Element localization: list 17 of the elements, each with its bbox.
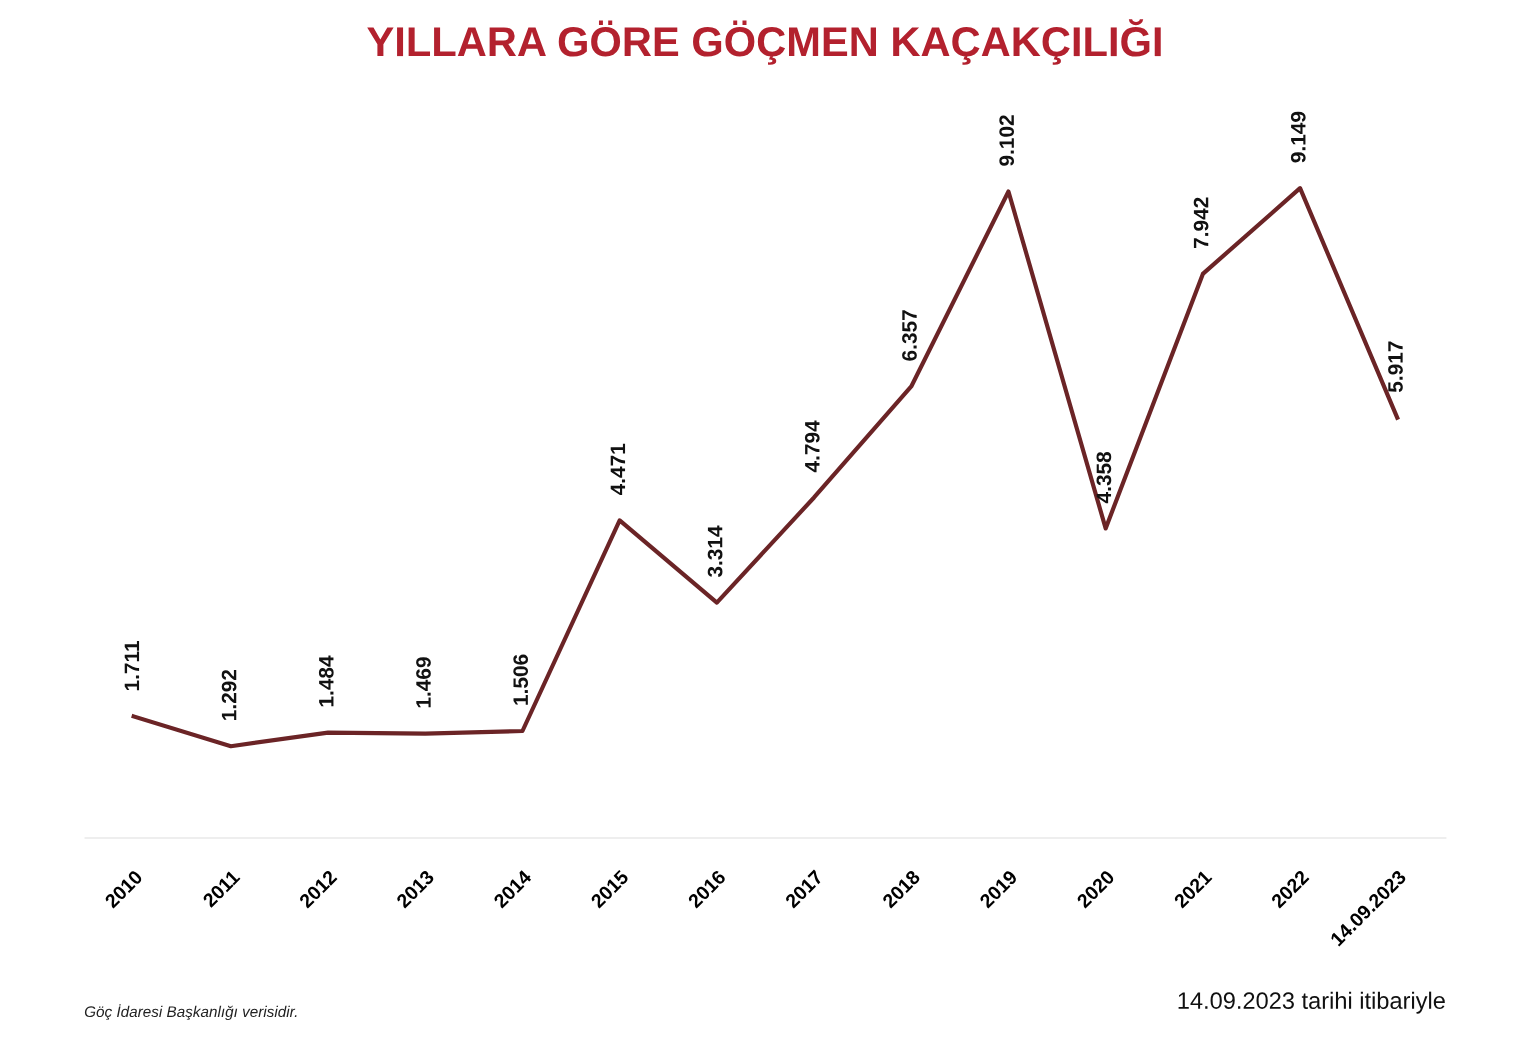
data-label: 7.942: [1193, 197, 1209, 248]
data-label: 4.471: [610, 443, 626, 496]
data-label: 9.102: [999, 115, 1015, 166]
data-label: 6.357: [902, 310, 917, 361]
data-label: 1.469: [416, 657, 431, 708]
data-label: 5.917: [1388, 341, 1403, 393]
data-label: 4.358: [1096, 451, 1112, 504]
data-label: 1.506: [513, 654, 529, 705]
data-label: 1.292: [221, 669, 237, 720]
data-label: 3.314: [707, 525, 723, 578]
data-label: 4.794: [804, 420, 820, 473]
data-label: 1.711: [124, 641, 140, 691]
data-label: 1.484: [318, 655, 334, 707]
text: 14.09.2023 tarihi itibariyle: [1178, 991, 1445, 1014]
text: Göç İdaresi Başkanlığı verisidir.: [84, 1004, 297, 1021]
data-label: 9.149: [1290, 111, 1306, 163]
chart-title: YILLARA GÖRE GÖÇMEN KAÇAKÇILIĞI: [367, 19, 1161, 65]
